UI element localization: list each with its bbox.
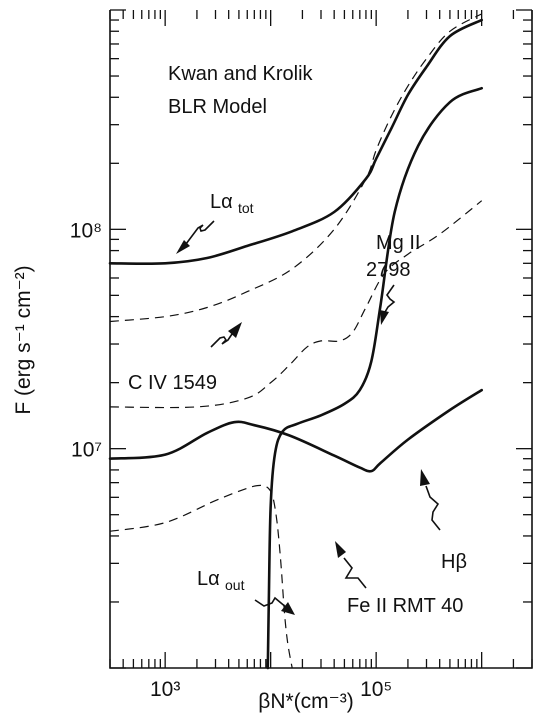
pointer-la-tot	[176, 220, 215, 254]
label-civ: C IV 1549	[128, 372, 217, 394]
pointer-la-out-line	[254, 596, 288, 609]
pointer-civ-head	[228, 322, 242, 338]
x-tick-label: 10⁵	[360, 678, 392, 701]
chart-title-line2: BLR Model	[168, 96, 267, 118]
label-la-tot-main: Lα	[210, 191, 233, 213]
label-la-tot: Lα tot	[210, 191, 254, 216]
pointer-la-out-head	[281, 602, 295, 615]
y-tick-label: 10⁸	[70, 219, 102, 242]
series-line-l-out	[266, 86, 483, 670]
series-line-h	[108, 388, 483, 473]
label-mgii-line1: Mg II	[376, 232, 420, 254]
pointer-la-tot-head	[176, 240, 190, 254]
pointer-la-out	[254, 596, 295, 615]
pointer-la-tot-line	[185, 220, 215, 245]
series-line-mg-ii-2798	[109, 200, 483, 409]
pointer-hbeta-head	[420, 469, 430, 486]
label-mgii-line2: 2798	[366, 259, 411, 281]
label-la-tot-sub: tot	[238, 200, 254, 216]
y-axis-title: F (erg s⁻¹ cm⁻²)	[12, 265, 35, 414]
pointer-mgii	[380, 284, 396, 325]
label-la-out-sub: out	[225, 577, 245, 593]
pointer-feii-line	[343, 557, 367, 589]
series-line-c-iv-1549	[109, 13, 482, 323]
series-line-fe-ii-rmt-40	[109, 484, 293, 669]
pointer-mgii-line	[384, 284, 396, 313]
x-axis-title: βN*(cm⁻³)	[258, 690, 353, 713]
tick-labels: 10³ 10⁵ 10⁷ 10⁸	[70, 219, 392, 701]
pointer-mgii-head	[380, 310, 389, 325]
label-la-out: Lα out	[197, 568, 245, 593]
pointer-hbeta	[420, 469, 441, 531]
label-hbeta: Hβ	[441, 551, 467, 573]
pointer-feii-head	[335, 541, 346, 558]
chart-title-line1: Kwan and Krolik	[168, 63, 314, 85]
x-tick-label: 10³	[150, 678, 180, 701]
label-mgii: Mg II 2798	[366, 232, 420, 281]
pointer-hbeta-line	[425, 485, 441, 531]
axis-ticks	[109, 9, 533, 669]
label-feii: Fe II RMT 40	[347, 595, 463, 617]
pointer-civ	[210, 322, 242, 348]
curves	[108, 13, 483, 670]
pointer-feii	[335, 541, 367, 589]
y-tick-label: 10⁷	[71, 439, 102, 462]
series-line-l-tot	[108, 18, 483, 265]
label-la-out-main: Lα	[197, 568, 220, 590]
pointer-civ-line	[210, 333, 233, 348]
